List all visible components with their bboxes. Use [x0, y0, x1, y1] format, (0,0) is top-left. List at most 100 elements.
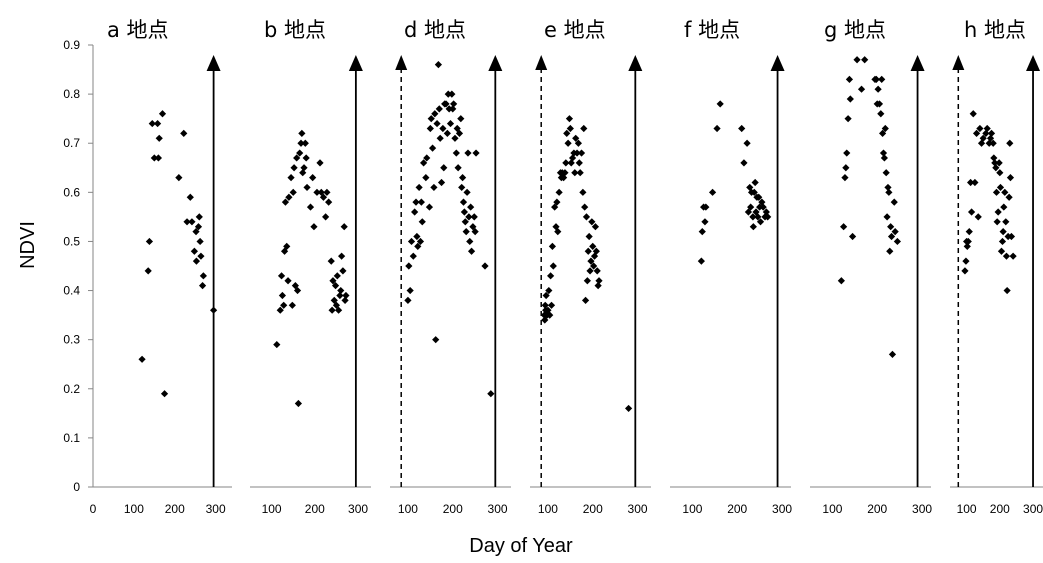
- data-point: [449, 105, 457, 113]
- arrowhead: [488, 55, 503, 71]
- data-point: [1009, 252, 1017, 260]
- data-point: [284, 277, 292, 285]
- data-point: [302, 154, 310, 162]
- data-point: [1005, 193, 1013, 201]
- data-point: [435, 105, 443, 113]
- data-point: [280, 301, 288, 309]
- data-point: [457, 115, 465, 123]
- data-point: [465, 213, 473, 221]
- panel: e 地点 100 200 300: [530, 18, 651, 516]
- x-tick-label: 200: [305, 502, 325, 516]
- data-point: [405, 262, 413, 270]
- data-point: [148, 119, 156, 128]
- data-point: [592, 247, 600, 255]
- data-point: [857, 85, 866, 93]
- x-tick-label: 300: [1023, 502, 1043, 516]
- data-point: [994, 208, 1002, 216]
- data-point: [322, 213, 330, 221]
- panels: a 地点 0 100 200 300 b 地点 100 200 300 d 地点 100 200 300…: [90, 18, 1043, 516]
- data-point: [848, 232, 857, 241]
- x-tick-label: 100: [822, 502, 842, 516]
- data-point: [313, 188, 321, 196]
- x-tick-label: 200: [990, 502, 1010, 516]
- x-tick-label: 100: [262, 502, 282, 516]
- data-point: [300, 164, 308, 172]
- data-point: [439, 124, 447, 133]
- data-point: [979, 134, 987, 142]
- data-point: [882, 169, 890, 177]
- data-point: [459, 174, 467, 182]
- data-point: [481, 262, 489, 270]
- data-point: [841, 174, 849, 182]
- data-point: [887, 232, 896, 241]
- data-point: [418, 218, 426, 226]
- data-point: [564, 139, 572, 147]
- data-point: [413, 232, 421, 241]
- data-point: [541, 316, 549, 324]
- y-tick-label: 0.2: [63, 382, 80, 396]
- data-point: [277, 272, 286, 280]
- data-point: [996, 183, 1005, 192]
- data-point: [472, 149, 480, 157]
- y-tick-label: 0.3: [63, 333, 80, 347]
- y-tick-label: 0.5: [63, 234, 80, 248]
- data-point: [463, 188, 471, 196]
- data-point: [971, 178, 979, 187]
- data-point: [466, 237, 474, 246]
- data-point: [983, 124, 991, 133]
- data-point: [589, 242, 597, 250]
- data-point: [577, 149, 586, 157]
- data-point: [1002, 218, 1010, 226]
- data-point: [963, 242, 971, 250]
- data-point: [961, 267, 969, 275]
- panel: g 地点 100 200 300: [810, 18, 932, 516]
- data-point: [573, 149, 581, 157]
- data-point: [697, 257, 705, 265]
- data-point: [586, 267, 594, 275]
- data-point: [338, 252, 346, 260]
- data-point: [747, 203, 755, 211]
- x-tick-label: 100: [957, 502, 977, 516]
- data-point: [283, 242, 291, 250]
- data-point: [336, 291, 344, 300]
- data-point: [582, 213, 591, 221]
- data-point: [572, 134, 580, 142]
- data-point: [571, 169, 579, 177]
- data-point: [319, 193, 328, 201]
- data-point: [738, 124, 746, 133]
- data-point: [317, 188, 325, 196]
- data-point: [590, 262, 598, 270]
- data-point: [587, 257, 595, 265]
- data-point: [591, 223, 600, 231]
- data-point: [210, 306, 218, 314]
- data-point: [293, 286, 302, 295]
- data-point: [423, 154, 431, 162]
- data-point: [464, 149, 472, 157]
- data-point: [144, 267, 152, 275]
- data-point: [993, 218, 1001, 226]
- data-point: [842, 164, 850, 172]
- x-tick-label: 100: [124, 502, 144, 516]
- data-point: [881, 124, 889, 133]
- data-point: [581, 203, 589, 211]
- data-point: [754, 213, 762, 221]
- data-point: [992, 188, 1001, 196]
- data-point: [999, 228, 1007, 236]
- data-point: [431, 110, 439, 118]
- data-point: [426, 124, 434, 133]
- panel-title: g 地点: [824, 18, 886, 42]
- data-point: [422, 174, 430, 182]
- data-point: [560, 174, 568, 182]
- data-point: [339, 267, 347, 275]
- data-point: [273, 340, 281, 349]
- data-point: [310, 223, 318, 231]
- data-point: [964, 237, 972, 246]
- x-tick-label: 300: [628, 502, 648, 516]
- data-point: [470, 213, 478, 221]
- data-point: [328, 306, 336, 314]
- data-point: [276, 306, 284, 314]
- data-point: [890, 198, 898, 206]
- y-tick-label: 0: [73, 480, 80, 494]
- data-point: [412, 198, 420, 206]
